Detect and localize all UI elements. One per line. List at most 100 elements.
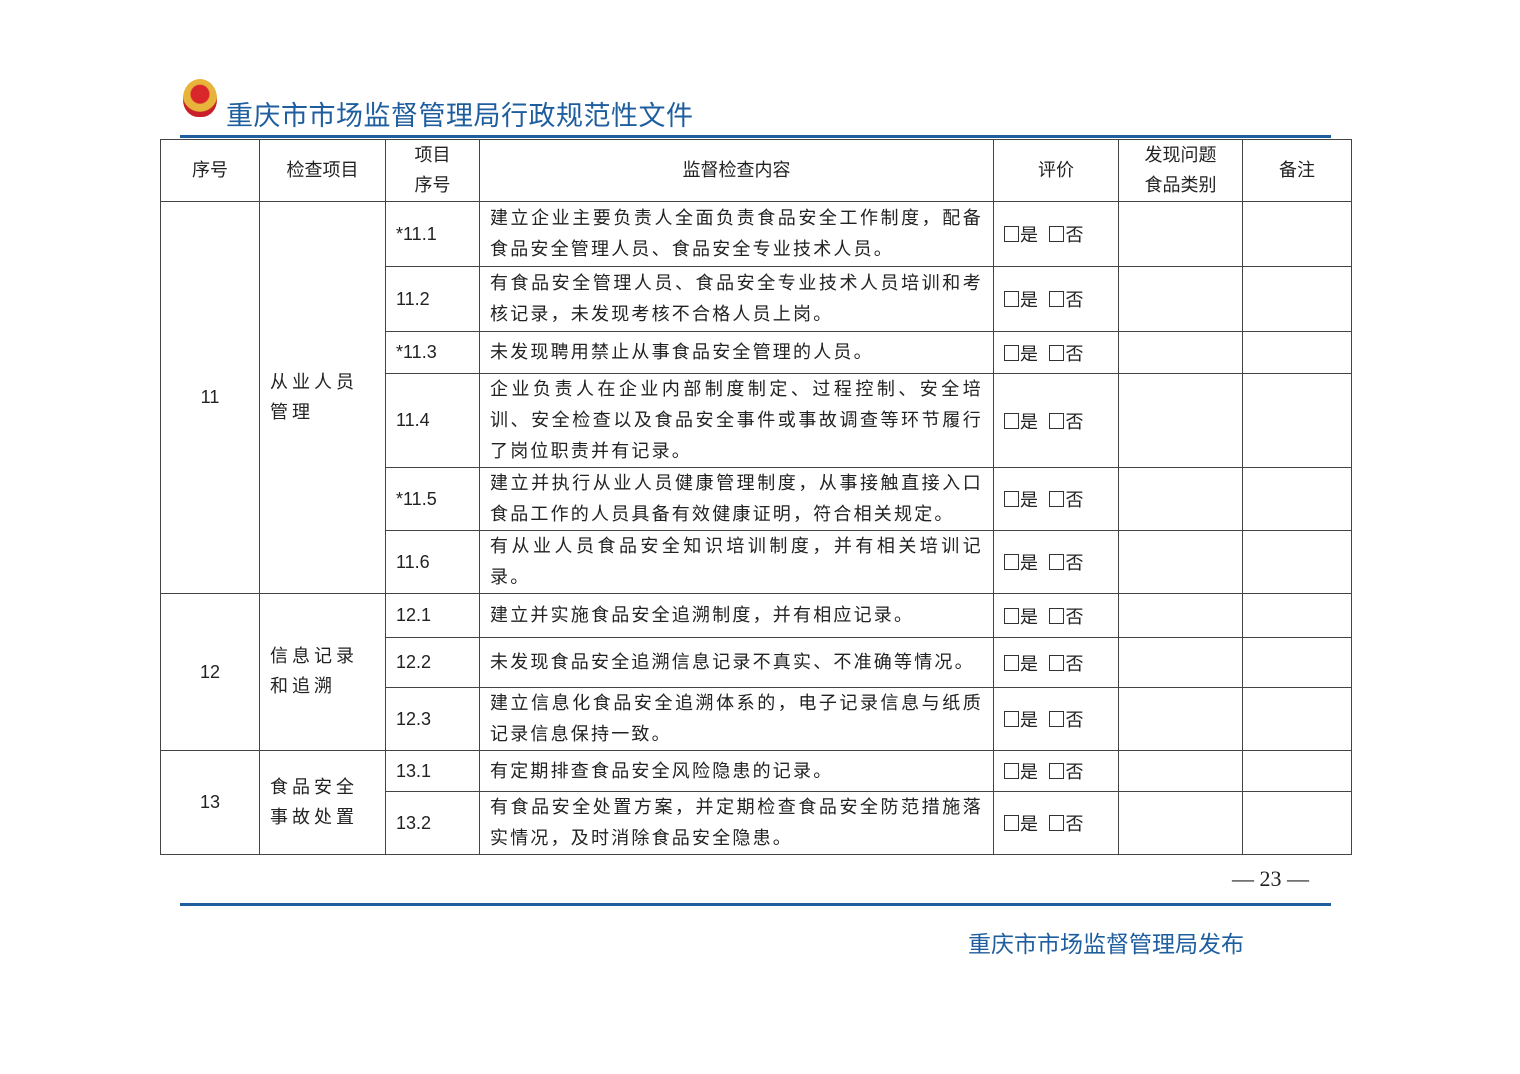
table-row: *11.5 建立并执行从业人员健康管理制度，从事接触直接入口食品工作的人员具备有效… — [161, 467, 1352, 531]
remarks-cell[interactable] — [1242, 687, 1352, 751]
checkbox-yes[interactable] — [1004, 226, 1019, 242]
inspection-content: 有定期排查食品安全风险隐患的记录。 — [479, 750, 994, 792]
remarks-cell[interactable] — [1242, 467, 1352, 531]
evaluation-cell: 是 否 — [993, 373, 1119, 468]
remarks-cell[interactable] — [1242, 593, 1352, 638]
label-yes: 是 — [1020, 225, 1038, 246]
table-row: 11 从业人员管理 *11.1 建立企业主要负责人全面负责食品安全工作制度，配备食品安… — [160, 201, 1352, 594]
evaluation-cell: 是 否 — [993, 467, 1119, 531]
label-yes: 是 — [1020, 710, 1038, 731]
remarks-cell[interactable] — [1242, 750, 1352, 792]
remarks-cell[interactable] — [1242, 331, 1352, 374]
food-category-cell[interactable] — [1118, 266, 1243, 332]
footer-publisher: 重庆市市场监督管理局发布 — [968, 932, 1244, 958]
food-category-cell[interactable] — [1118, 530, 1243, 594]
sub-number: 12.2 — [385, 637, 480, 688]
evaluation-cell: 是 否 — [993, 750, 1119, 792]
checkbox-no[interactable] — [1049, 226, 1065, 242]
col-header-content: 监督检查内容 — [479, 139, 994, 202]
table-row: 12.3 建立信息化食品安全追溯体系的，电子记录信息与纸质记录信息保持一致。是 否 — [161, 687, 1352, 751]
inspection-table: 序号 检查项目 项目 序号 监督检查内容 评价 发现问题 食品类别 备注 11 从… — [160, 139, 1352, 855]
col-header-sub-no: 项目 序号 — [385, 139, 480, 202]
inspection-content: 未发现聘用禁止从事食品安全管理的人员。 — [479, 331, 994, 374]
sub-number: 11.4 — [385, 373, 480, 468]
evaluation-cell: 是 否 — [993, 687, 1119, 751]
evaluation-cell: 是 否 — [993, 593, 1119, 638]
remarks-cell[interactable] — [1242, 791, 1352, 855]
remarks-cell[interactable] — [1242, 266, 1352, 332]
label-no: 否 — [1065, 606, 1084, 628]
group-item: 信息记录和追溯 — [259, 593, 386, 751]
checkbox-yes[interactable] — [1004, 491, 1019, 507]
table-row: 13 食品安全事故处置 13.1 有定期排查食品安全风险隐患的记录。是 否 — [160, 750, 1352, 855]
checkbox-no[interactable] — [1049, 344, 1065, 361]
checkbox-no[interactable] — [1049, 711, 1065, 727]
remarks-cell[interactable] — [1242, 530, 1352, 594]
checkbox-yes[interactable] — [1004, 291, 1019, 307]
checkbox-yes[interactable] — [1004, 763, 1019, 779]
table-header-row: 序号 检查项目 项目 序号 监督检查内容 评价 发现问题 食品类别 备注 — [160, 139, 1352, 202]
group-number: 12 — [160, 593, 260, 751]
checkbox-yes[interactable] — [1004, 654, 1019, 671]
label-no: 否 — [1065, 653, 1084, 675]
label-yes: 是 — [1020, 653, 1038, 675]
label-no: 否 — [1065, 411, 1084, 433]
label-yes: 是 — [1020, 490, 1038, 511]
label-yes: 是 — [1020, 553, 1038, 574]
label-no: 否 — [1065, 290, 1084, 311]
checkbox-no[interactable] — [1049, 291, 1065, 307]
remarks-cell[interactable] — [1242, 201, 1352, 267]
header-divider — [180, 135, 1331, 138]
food-category-cell[interactable] — [1118, 331, 1243, 374]
label-no: 否 — [1065, 814, 1084, 835]
group-number: 11 — [160, 201, 260, 594]
sub-number: 13.1 — [385, 750, 480, 792]
label-no: 否 — [1065, 343, 1084, 365]
food-category-cell[interactable] — [1118, 791, 1243, 855]
checkbox-yes[interactable] — [1004, 607, 1019, 624]
table-row: 12 信息记录和追溯 12.1 建立并实施食品安全追溯制度，并有相应记录。是 否 — [160, 593, 1352, 751]
checkbox-no[interactable] — [1049, 654, 1065, 671]
checkbox-yes[interactable] — [1004, 344, 1019, 361]
checkbox-no[interactable] — [1049, 607, 1065, 624]
remarks-cell[interactable] — [1242, 373, 1352, 468]
checkbox-yes[interactable] — [1004, 554, 1019, 570]
label-no: 否 — [1065, 490, 1084, 511]
checkbox-yes[interactable] — [1004, 412, 1019, 429]
food-category-cell[interactable] — [1118, 373, 1243, 468]
inspection-content: 建立信息化食品安全追溯体系的，电子记录信息与纸质记录信息保持一致。 — [479, 687, 994, 751]
sub-number: *11.5 — [385, 467, 480, 531]
sub-number: 11.6 — [385, 530, 480, 594]
food-category-cell[interactable] — [1118, 750, 1243, 792]
table-row: 12.2 未发现食品安全追溯信息记录不真实、不准确等情况。是 否 — [161, 637, 1352, 688]
col-header-item: 检查项目 — [259, 139, 386, 202]
table-row: 11.4 企业负责人在企业内部制度制定、过程控制、安全培训、安全检查以及食品安全事… — [161, 373, 1352, 468]
label-no: 否 — [1065, 225, 1084, 246]
checkbox-no[interactable] — [1049, 554, 1065, 570]
group-item: 从业人员管理 — [259, 201, 386, 594]
food-category-cell[interactable] — [1118, 637, 1243, 688]
evaluation-cell: 是 否 — [993, 266, 1119, 332]
food-category-cell[interactable] — [1118, 687, 1243, 751]
food-category-cell[interactable] — [1118, 467, 1243, 531]
food-category-cell[interactable] — [1118, 201, 1243, 267]
document-header-title: 重庆市市场监督管理局行政规范性文件 — [226, 101, 694, 132]
checkbox-no[interactable] — [1049, 412, 1065, 429]
checkbox-no[interactable] — [1049, 815, 1065, 831]
label-no: 否 — [1065, 710, 1084, 731]
group-number: 13 — [160, 750, 260, 855]
remarks-cell[interactable] — [1242, 637, 1352, 688]
checkbox-no[interactable] — [1049, 491, 1065, 507]
footer-divider — [180, 903, 1331, 906]
national-emblem-icon — [183, 79, 217, 117]
sub-number: 12.3 — [385, 687, 480, 751]
evaluation-cell: 是 否 — [993, 201, 1119, 267]
label-no: 否 — [1065, 553, 1084, 574]
checkbox-no[interactable] — [1049, 763, 1065, 779]
food-category-cell[interactable] — [1118, 593, 1243, 638]
inspection-content: 企业负责人在企业内部制度制定、过程控制、安全培训、安全检查以及食品安全事件或事故… — [479, 373, 994, 468]
checkbox-yes[interactable] — [1004, 815, 1019, 831]
sub-number: 12.1 — [385, 593, 480, 638]
inspection-content: 有食品安全处置方案，并定期检查食品安全防范措施落实情况，及时消除食品安全隐患。 — [479, 791, 994, 855]
checkbox-yes[interactable] — [1004, 711, 1019, 727]
